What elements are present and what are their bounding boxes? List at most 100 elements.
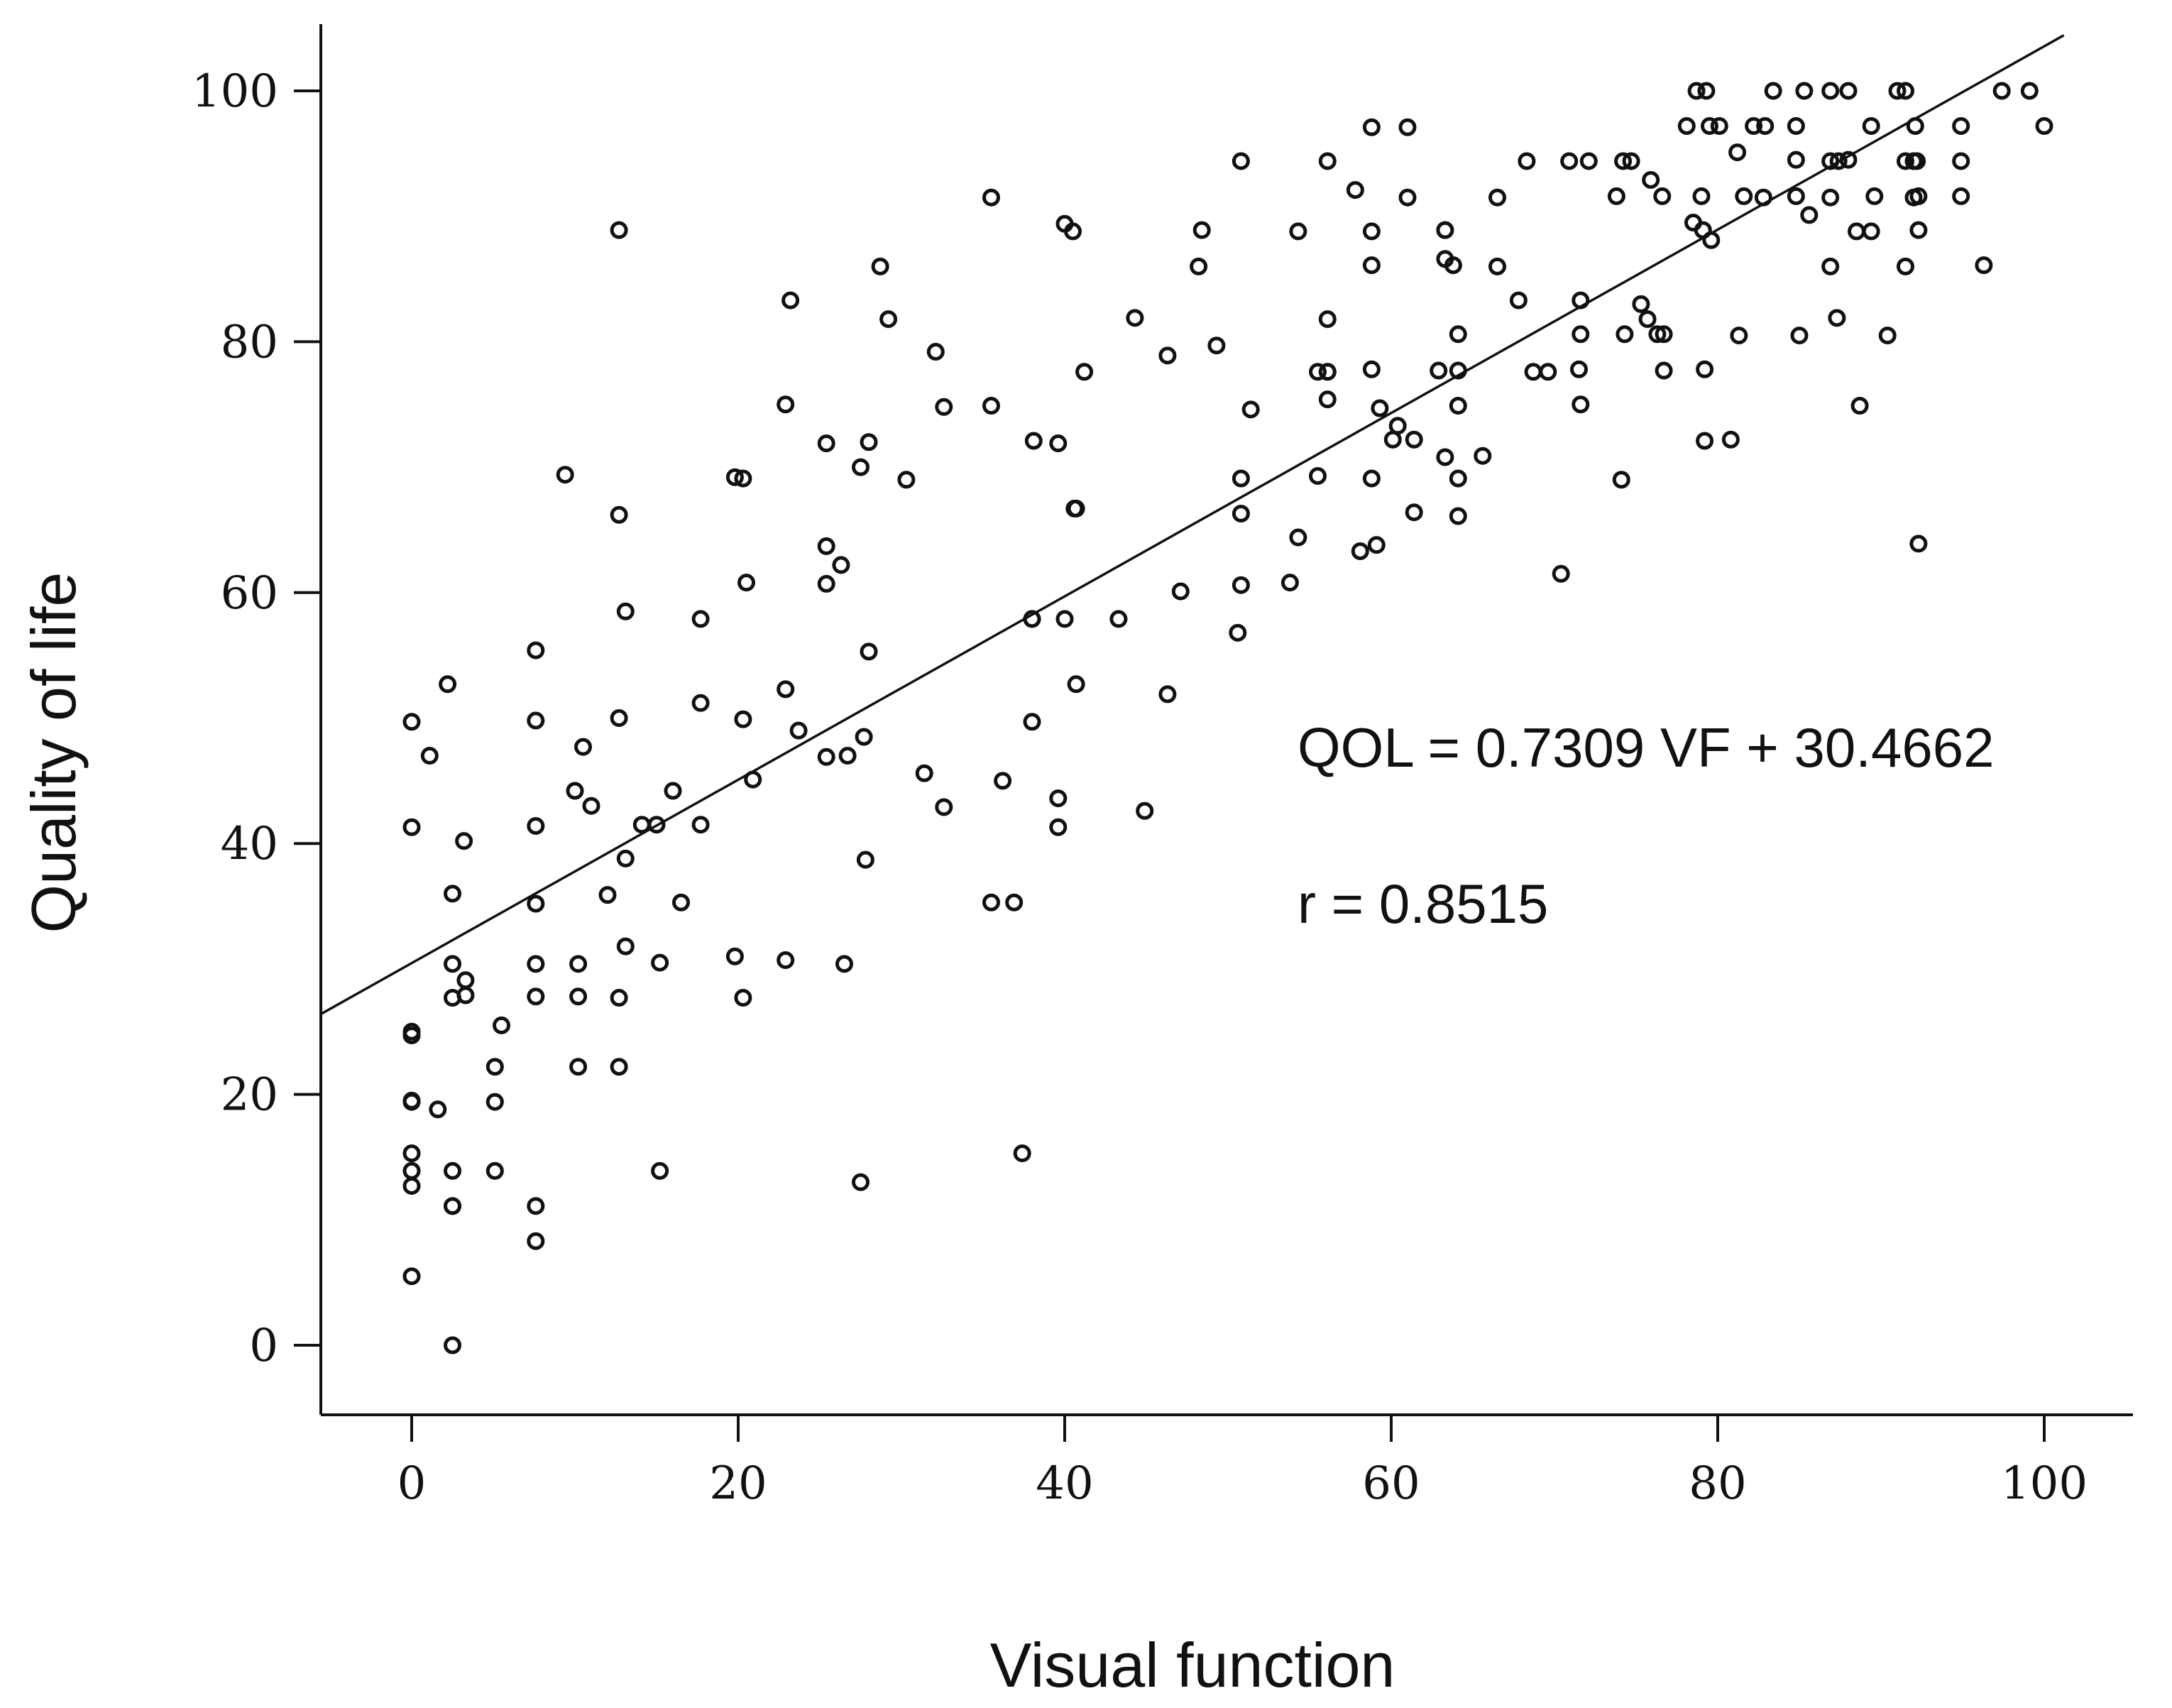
data-point (1653, 187, 1672, 205)
data-point (1524, 363, 1542, 381)
data-point (1702, 231, 1721, 249)
data-point (1405, 430, 1423, 449)
y-tick-label: 40 (221, 818, 278, 870)
data-point (1023, 610, 1041, 628)
data-point (527, 711, 545, 730)
data-point (1764, 82, 1782, 100)
data-point (856, 850, 874, 869)
data-point (1318, 363, 1337, 381)
data-point (1449, 507, 1467, 525)
data-point (1572, 291, 1590, 310)
data-point (1909, 221, 1928, 239)
data-point (838, 747, 857, 765)
data-point (1787, 187, 1805, 205)
data-point (1232, 576, 1250, 594)
data-point (402, 1161, 421, 1180)
x-tick-label: 60 (1362, 1457, 1420, 1510)
data-point (1229, 623, 1247, 642)
data-point (1607, 187, 1625, 205)
data-point (1013, 1144, 1031, 1163)
data-point (1655, 325, 1673, 344)
data-point (1614, 152, 1633, 170)
data-point (1318, 310, 1337, 329)
data-point (1518, 152, 1536, 170)
data-point (1362, 256, 1381, 275)
data-point (1449, 361, 1467, 380)
data-point (855, 728, 873, 746)
data-point (456, 971, 475, 990)
data-point (1067, 499, 1085, 518)
data-point (1171, 582, 1190, 601)
data-point (1232, 152, 1250, 170)
data-point (1865, 187, 1884, 205)
data-point (527, 1197, 545, 1215)
data-point (616, 602, 635, 620)
data-point (402, 1093, 421, 1111)
data-point (664, 782, 682, 800)
regression-line (321, 34, 2065, 1015)
data-point (691, 610, 710, 628)
data-point (1839, 82, 1858, 100)
data-point (1829, 152, 1848, 170)
data-point (402, 713, 421, 731)
data-point (1710, 116, 1728, 135)
data-point (860, 433, 878, 451)
data-point (1701, 116, 1718, 135)
data-point (1821, 188, 1840, 207)
x-tick-label: 40 (1036, 1457, 1093, 1510)
x-tick-label: 0 (397, 1457, 427, 1510)
data-point (527, 641, 545, 659)
data-point (1839, 150, 1858, 169)
data-point (1728, 143, 1747, 162)
data-point (1655, 361, 1673, 380)
data-point (852, 1173, 870, 1191)
data-point (444, 885, 461, 903)
regression-equation: QOL = 0.7309 VF + 30.4662 (1298, 716, 1994, 779)
data-point (455, 832, 473, 850)
correlation-coefficient: r = 0.8515 (1298, 872, 1548, 935)
data-point (935, 798, 953, 816)
data-point (1909, 535, 1928, 553)
data-point (777, 951, 795, 970)
data-point (744, 770, 762, 789)
data-points (402, 82, 2053, 1354)
data-point (1897, 82, 1914, 100)
data-point (1730, 327, 1748, 345)
data-point (1207, 336, 1226, 355)
data-point (439, 675, 457, 694)
data-point (982, 188, 1000, 207)
data-point (1888, 82, 1907, 100)
data-point (1735, 187, 1753, 205)
data-point (1398, 188, 1417, 207)
data-point (1024, 432, 1043, 450)
data-point (1049, 818, 1068, 836)
data-point (897, 471, 916, 489)
data-point (835, 955, 853, 973)
data-point (651, 1161, 669, 1180)
data-point (777, 680, 795, 699)
data-point (1005, 893, 1024, 912)
data-point (1579, 152, 1598, 170)
data-point (610, 709, 628, 727)
data-point (402, 1267, 421, 1286)
y-axis-title: Quality of life (18, 572, 89, 934)
data-point (1642, 170, 1660, 189)
data-point (691, 694, 710, 712)
data-point (402, 1144, 421, 1163)
data-point (1952, 187, 1970, 205)
data-point (493, 1016, 510, 1034)
data-point (632, 816, 651, 834)
data-point (556, 466, 574, 484)
x-axis-title: Visual function (990, 1630, 1395, 1700)
chart-labels: Visual function Quality of life QOL = 0.… (18, 572, 1994, 1700)
data-point (569, 1058, 588, 1076)
data-point (1367, 536, 1386, 554)
data-point (616, 849, 635, 867)
data-point (1509, 291, 1527, 310)
data-point (1908, 152, 1926, 170)
data-point (1136, 801, 1154, 820)
data-point (935, 398, 953, 416)
data-point (1362, 469, 1381, 488)
data-point (1745, 116, 1763, 135)
